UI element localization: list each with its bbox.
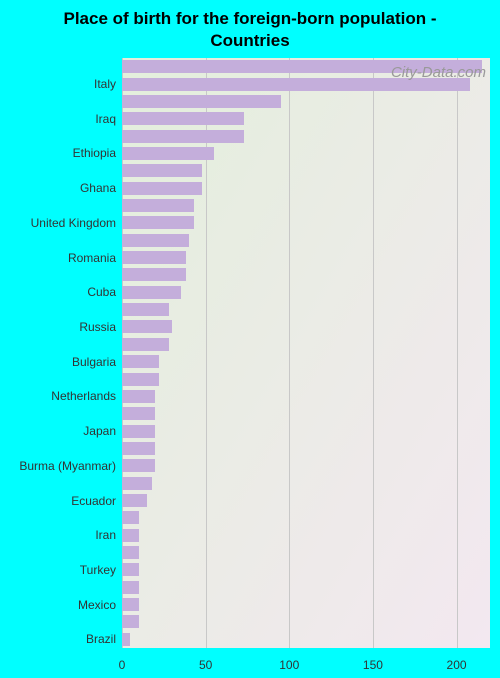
y-tick-label: Ethiopia bbox=[73, 146, 116, 160]
bar bbox=[122, 615, 139, 628]
bar bbox=[122, 355, 159, 368]
y-tick-label: Italy bbox=[94, 77, 116, 91]
y-tick-label: Romania bbox=[68, 251, 116, 265]
bar bbox=[122, 390, 155, 403]
y-tick-label: Brazil bbox=[86, 632, 116, 646]
gridline bbox=[373, 58, 374, 648]
y-tick-label: United Kingdom bbox=[31, 216, 116, 230]
bar bbox=[122, 164, 202, 177]
bar bbox=[122, 112, 244, 125]
bar bbox=[122, 303, 169, 316]
bar bbox=[122, 95, 281, 108]
bar bbox=[122, 216, 194, 229]
x-tick-label: 0 bbox=[119, 658, 126, 672]
y-tick-label: Russia bbox=[79, 320, 116, 334]
y-tick-label: Ghana bbox=[80, 181, 116, 195]
x-tick-label: 200 bbox=[447, 658, 467, 672]
y-tick-label: Burma (Myanmar) bbox=[19, 459, 116, 473]
y-tick-label: Japan bbox=[83, 424, 116, 438]
x-tick-label: 100 bbox=[279, 658, 299, 672]
chart-title: Place of birth for the foreign-born popu… bbox=[0, 8, 500, 52]
gridline bbox=[457, 58, 458, 648]
bar bbox=[122, 199, 194, 212]
bar bbox=[122, 511, 139, 524]
y-tick-label: Netherlands bbox=[51, 389, 116, 403]
watermark-text: City-Data.com bbox=[391, 64, 486, 81]
bar bbox=[122, 234, 189, 247]
bar bbox=[122, 459, 155, 472]
y-tick-label: Turkey bbox=[80, 563, 116, 577]
y-tick-label: Cuba bbox=[87, 285, 116, 299]
bar bbox=[122, 286, 181, 299]
bar bbox=[122, 268, 186, 281]
x-tick-label: 150 bbox=[363, 658, 383, 672]
bar bbox=[122, 425, 155, 438]
gridline bbox=[289, 58, 290, 648]
bar bbox=[122, 251, 186, 264]
bar bbox=[122, 373, 159, 386]
y-tick-label: Ecuador bbox=[71, 494, 116, 508]
bar bbox=[122, 407, 155, 420]
canvas: Place of birth for the foreign-born popu… bbox=[0, 0, 500, 678]
bar bbox=[122, 529, 139, 542]
bar bbox=[122, 338, 169, 351]
x-tick-label: 50 bbox=[199, 658, 212, 672]
bar bbox=[122, 598, 139, 611]
bar bbox=[122, 494, 147, 507]
bar bbox=[122, 182, 202, 195]
y-tick-label: Mexico bbox=[78, 598, 116, 612]
bar bbox=[122, 581, 139, 594]
bar bbox=[122, 477, 152, 490]
plot-area bbox=[122, 58, 490, 648]
bar bbox=[122, 633, 130, 646]
y-tick-label: Iran bbox=[95, 528, 116, 542]
y-tick-label: Iraq bbox=[95, 112, 116, 126]
bar bbox=[122, 546, 139, 559]
bar bbox=[122, 442, 155, 455]
bar bbox=[122, 320, 172, 333]
y-tick-label: Bulgaria bbox=[72, 355, 116, 369]
bar bbox=[122, 147, 214, 160]
bar bbox=[122, 130, 244, 143]
bar bbox=[122, 563, 139, 576]
